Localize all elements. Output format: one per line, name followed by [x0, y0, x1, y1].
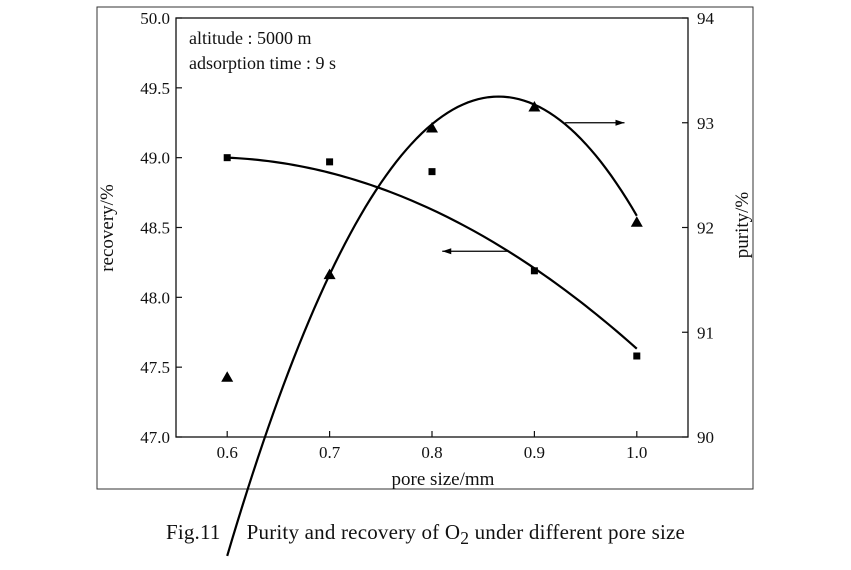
series-layer	[221, 95, 643, 557]
x-tick-label: 0.7	[319, 443, 341, 462]
y2-tick-label: 93	[697, 114, 714, 133]
y-tick-label: 49.0	[140, 149, 170, 168]
right-y-axis-ticks: 90 91 92 93 94	[682, 9, 715, 447]
x-axis-ticks: 0.6 0.7 0.8 0.9 1.0	[217, 431, 647, 462]
x-tick-label: 1.0	[626, 443, 647, 462]
recovery-point	[530, 267, 538, 275]
x-tick-label: 0.9	[524, 443, 545, 462]
y-tick-label: 47.0	[140, 428, 170, 447]
purity-axis-arrow	[565, 119, 625, 126]
purity-point	[323, 268, 336, 280]
x-tick-label: 0.6	[217, 443, 238, 462]
y-tick-label: 47.5	[140, 358, 170, 377]
annotation-altitude: altitude : 5000 m	[189, 28, 311, 48]
recovery-point	[223, 154, 231, 162]
recovery-curve	[227, 156, 638, 350]
purity-point	[221, 371, 234, 382]
caption-text-end: under different pore size	[469, 520, 686, 544]
plot-area	[175, 17, 689, 438]
x-axis-title: pore size/mm	[392, 469, 495, 490]
recovery-axis-arrow-head	[442, 248, 452, 255]
y2-tick-label: 92	[697, 219, 714, 238]
y-tick-label: 49.5	[140, 79, 170, 98]
recovery-point	[326, 158, 334, 166]
y-tick-label: 48.0	[140, 288, 170, 307]
figure-caption: Fig.11 Purity and recovery of O2 under di…	[0, 520, 851, 549]
purity-axis-arrow-head	[615, 119, 625, 126]
y-axis-title: recovery/%	[97, 184, 118, 272]
recovery-axis-arrow	[442, 248, 509, 255]
y2-axis-title: purity/%	[732, 192, 753, 259]
caption-number: Fig.11	[165, 520, 221, 544]
purity-point	[528, 101, 541, 112]
caption-subscript: 2	[460, 528, 470, 549]
caption-text: Purity and recovery of O	[246, 520, 461, 544]
y-tick-label: 50.0	[140, 9, 170, 28]
recovery-point	[633, 352, 641, 360]
y2-tick-label: 94	[697, 9, 715, 28]
annotation-adsorption-time: adsorption time : 9 s	[189, 53, 336, 73]
x-tick-label: 0.8	[421, 443, 442, 462]
figure-frame	[96, 6, 754, 490]
y-tick-label: 48.5	[140, 219, 170, 238]
y2-tick-label: 91	[697, 323, 714, 342]
left-y-axis-ticks: 47.0 47.5 48.0 48.5 49.0 49.5 50.0	[140, 9, 182, 447]
purity-point	[426, 121, 438, 133]
y2-tick-label: 90	[697, 428, 714, 447]
purity-point	[630, 216, 643, 227]
recovery-point	[428, 168, 436, 176]
